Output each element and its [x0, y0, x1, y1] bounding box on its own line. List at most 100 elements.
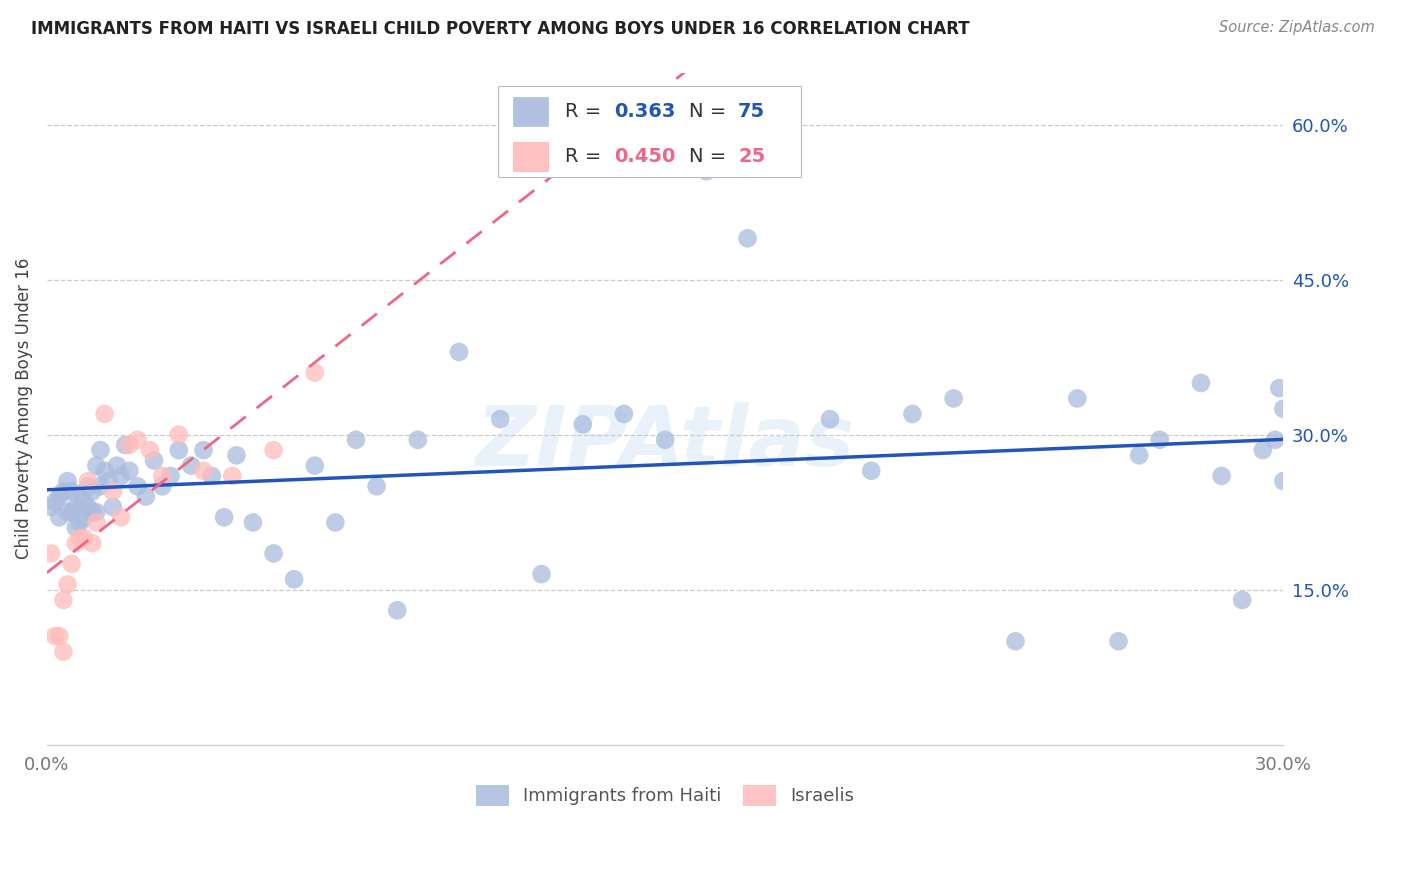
Point	[44, 495, 66, 509]
Point	[114, 438, 136, 452]
Text: 0.450: 0.450	[614, 147, 676, 167]
Point	[139, 443, 162, 458]
Point	[93, 407, 115, 421]
Text: R =: R =	[565, 103, 607, 121]
Point	[127, 479, 149, 493]
Point	[48, 510, 70, 524]
Point	[73, 495, 96, 509]
Text: ZIPAtlas: ZIPAtlas	[475, 402, 855, 483]
Point	[105, 458, 128, 473]
Point	[366, 479, 388, 493]
Point	[73, 510, 96, 524]
Point	[167, 443, 190, 458]
Point	[86, 458, 108, 473]
Point	[135, 490, 157, 504]
Point	[1149, 433, 1171, 447]
Point	[73, 531, 96, 545]
Text: IMMIGRANTS FROM HAITI VS ISRAELI CHILD POVERTY AMONG BOYS UNDER 16 CORRELATION C: IMMIGRANTS FROM HAITI VS ISRAELI CHILD P…	[31, 20, 970, 37]
Point	[60, 557, 83, 571]
Point	[193, 464, 215, 478]
Point	[1272, 401, 1295, 416]
Text: 25: 25	[738, 147, 765, 167]
Bar	[513, 97, 548, 127]
Point	[118, 438, 141, 452]
Point	[818, 412, 841, 426]
Text: Source: ZipAtlas.com: Source: ZipAtlas.com	[1219, 20, 1375, 35]
Text: 75: 75	[738, 103, 765, 121]
Point	[1268, 381, 1291, 395]
Point	[180, 458, 202, 473]
Point	[82, 536, 104, 550]
Point	[101, 484, 124, 499]
Point	[530, 567, 553, 582]
Point	[77, 500, 100, 514]
Point	[52, 484, 75, 499]
Text: N =: N =	[689, 147, 733, 167]
Point	[65, 520, 87, 534]
Point	[93, 464, 115, 478]
Point	[1108, 634, 1130, 648]
Point	[263, 546, 285, 560]
Y-axis label: Child Poverty Among Boys Under 16: Child Poverty Among Boys Under 16	[15, 258, 32, 559]
Point	[86, 516, 108, 530]
Point	[52, 645, 75, 659]
Point	[860, 464, 883, 478]
Point	[52, 593, 75, 607]
Point	[225, 448, 247, 462]
Legend: Immigrants from Haiti, Israelis: Immigrants from Haiti, Israelis	[470, 778, 862, 813]
Point	[150, 479, 173, 493]
Point	[39, 500, 62, 514]
Point	[1272, 474, 1295, 488]
Point	[77, 479, 100, 493]
Point	[695, 164, 717, 178]
FancyBboxPatch shape	[498, 87, 801, 178]
Point	[56, 505, 79, 519]
Point	[159, 469, 181, 483]
Point	[89, 443, 111, 458]
Point	[89, 479, 111, 493]
Point	[1128, 448, 1150, 462]
Point	[193, 443, 215, 458]
Point	[56, 474, 79, 488]
Point	[60, 484, 83, 499]
Point	[65, 500, 87, 514]
Point	[387, 603, 409, 617]
Text: N =: N =	[689, 103, 733, 121]
Point	[613, 407, 636, 421]
Point	[65, 536, 87, 550]
Point	[82, 484, 104, 499]
Point	[447, 345, 470, 359]
Point	[1004, 634, 1026, 648]
Text: R =: R =	[565, 147, 607, 167]
Point	[489, 412, 512, 426]
Point	[56, 577, 79, 591]
Point	[1251, 443, 1274, 458]
Point	[110, 510, 132, 524]
Point	[127, 433, 149, 447]
Point	[82, 505, 104, 519]
Point	[44, 629, 66, 643]
Point	[571, 417, 593, 432]
Point	[118, 464, 141, 478]
Point	[344, 433, 367, 447]
Point	[304, 458, 326, 473]
Point	[212, 510, 235, 524]
Point	[167, 427, 190, 442]
Point	[69, 516, 91, 530]
Point	[143, 453, 166, 467]
Point	[1230, 593, 1253, 607]
Point	[77, 474, 100, 488]
Point	[1211, 469, 1233, 483]
Point	[325, 516, 347, 530]
Point	[406, 433, 429, 447]
Point	[1066, 392, 1088, 406]
Point	[69, 531, 91, 545]
Point	[201, 469, 224, 483]
Point	[69, 490, 91, 504]
Point	[901, 407, 924, 421]
Bar	[513, 143, 548, 171]
Point	[110, 469, 132, 483]
Point	[60, 505, 83, 519]
Point	[97, 474, 120, 488]
Point	[48, 629, 70, 643]
